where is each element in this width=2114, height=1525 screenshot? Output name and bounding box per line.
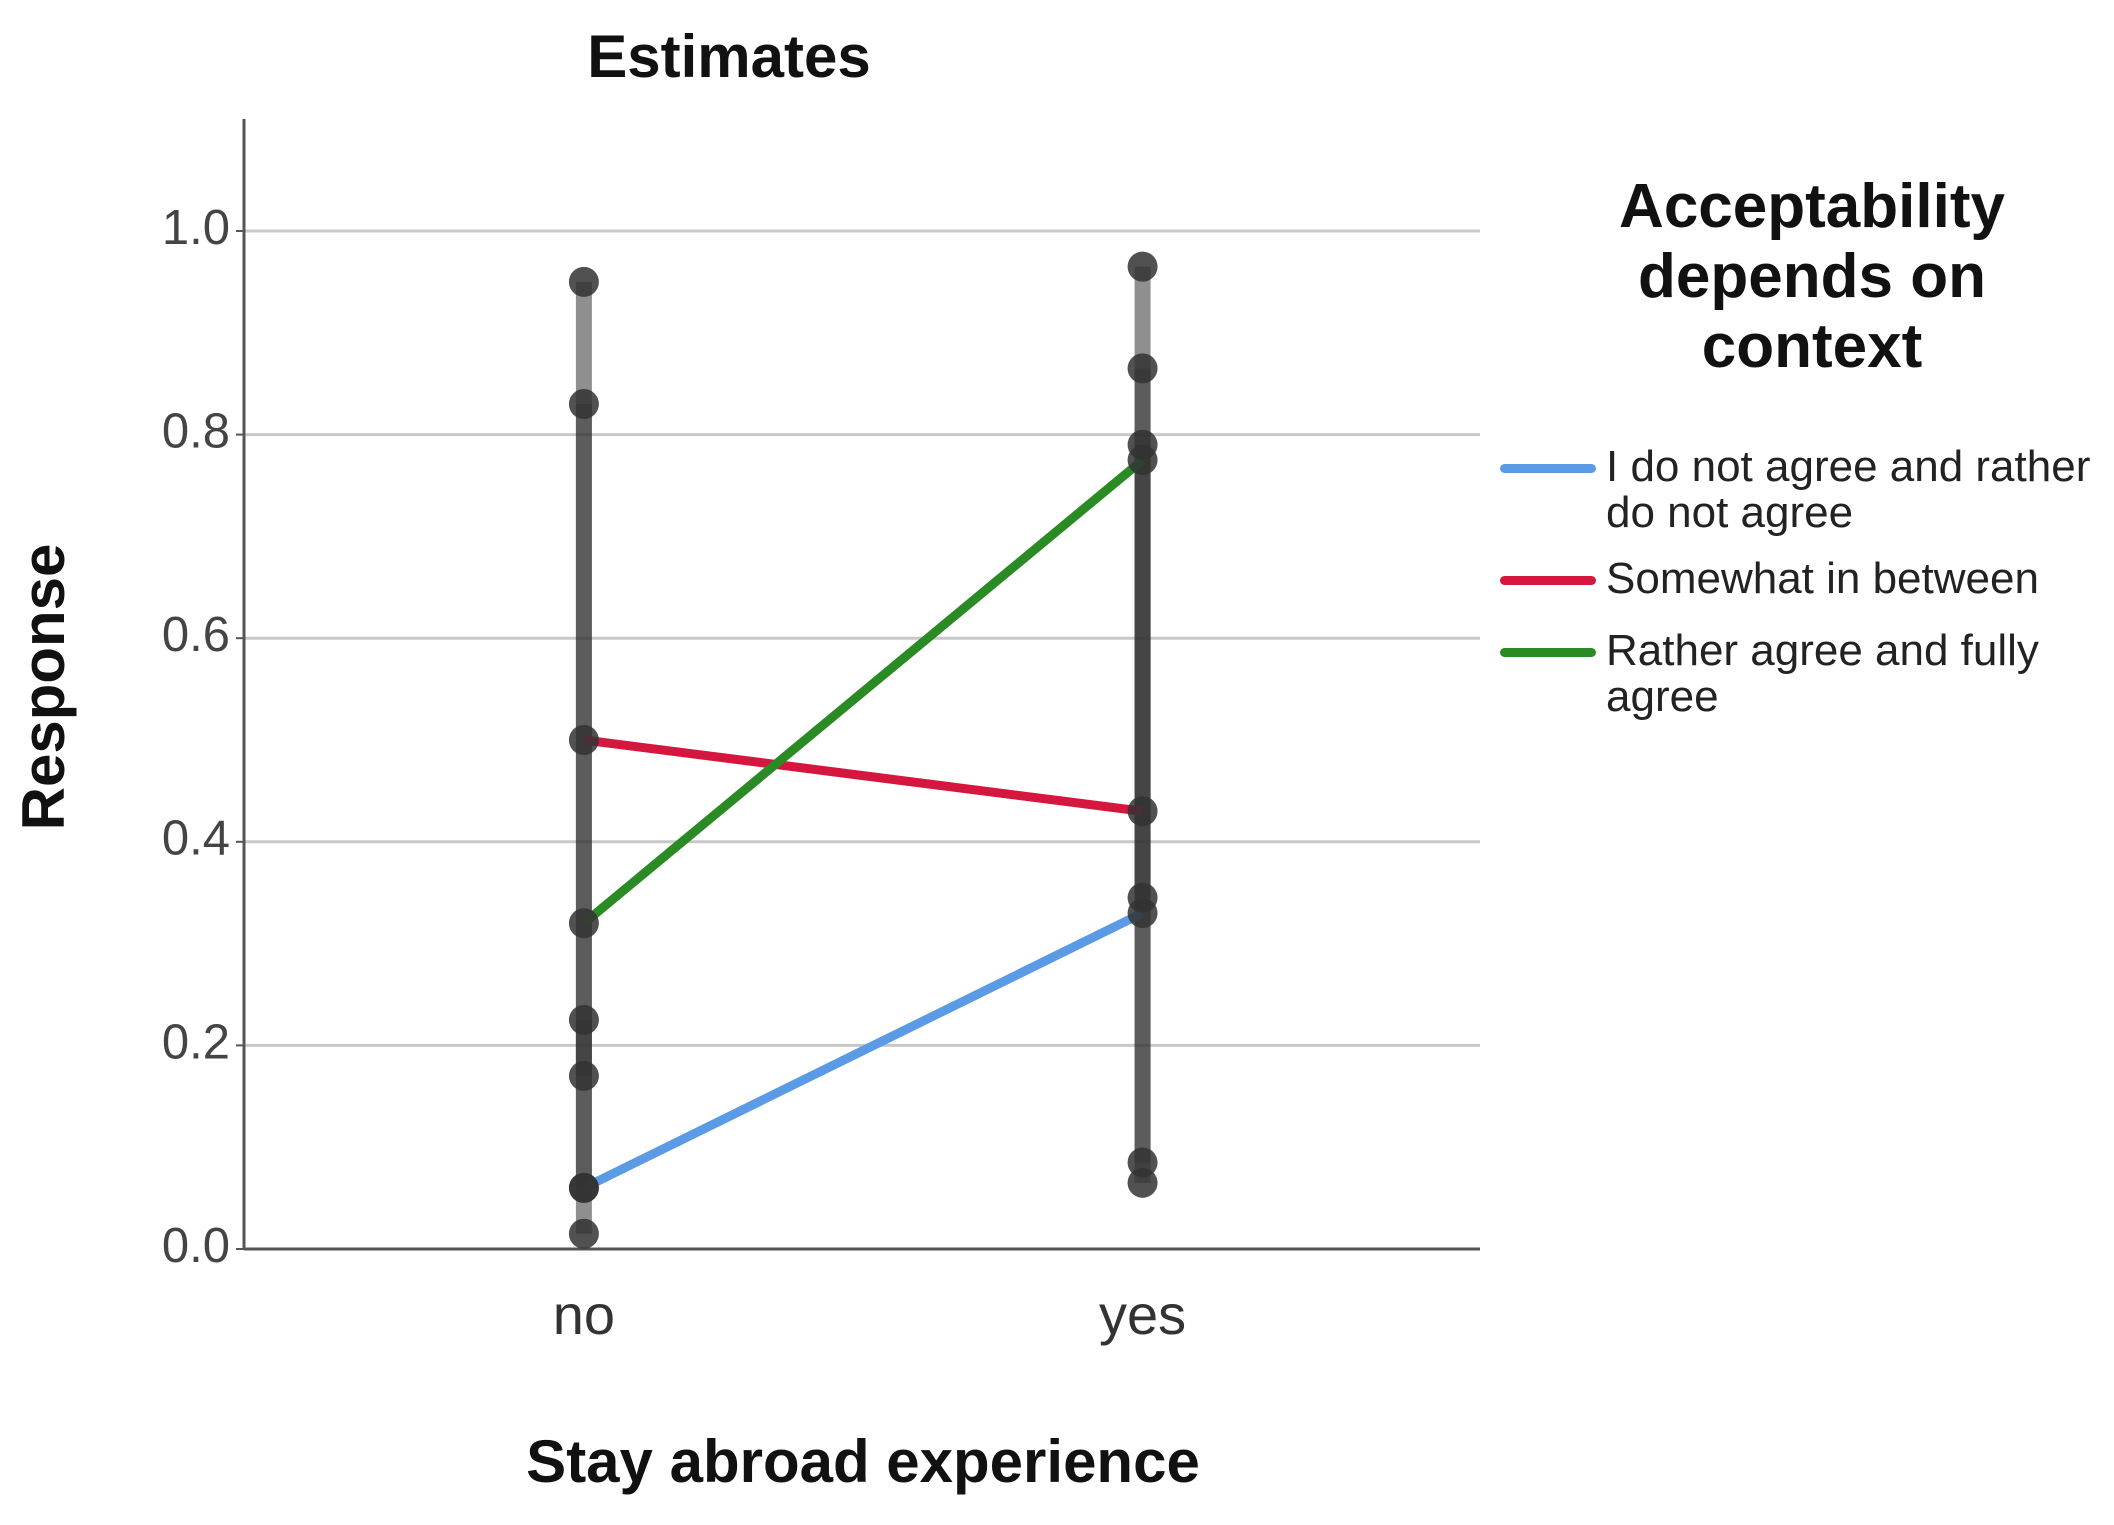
- error-bar-end: [1127, 1167, 1158, 1198]
- error-bar-end: [568, 266, 599, 297]
- legend-entry: I do not agree and rather do not agree: [1500, 444, 2110, 536]
- y-tick-label: 0.4: [162, 812, 230, 866]
- y-axis-label: Response: [10, 544, 77, 831]
- legend-label: Somewhat in between: [1606, 554, 2039, 603]
- point: [568, 724, 599, 755]
- legend-label: I do not agree and rather do not agree: [1606, 442, 2091, 537]
- error-bar-end: [1127, 882, 1158, 913]
- error-bar-end: [1127, 251, 1158, 282]
- legend-swatch: [1500, 576, 1596, 585]
- x-tick-label: yes: [1099, 1283, 1186, 1346]
- legend-entry: Somewhat in between: [1500, 556, 2110, 602]
- series-line: [583, 735, 1144, 816]
- legend-swatch: [1500, 648, 1596, 657]
- series-line: [581, 456, 1146, 927]
- error-bar-end: [568, 389, 599, 420]
- x-axis-label: Stay abroad experience: [526, 1428, 1200, 1495]
- point: [1127, 796, 1158, 827]
- error-bar-end: [568, 1060, 599, 1091]
- legend-title: Acceptability depends on context: [1619, 172, 2005, 381]
- legend-label: Rather agree and fully agree: [1606, 626, 2039, 721]
- error-bar-end: [1127, 353, 1158, 384]
- chart-title: Estimates: [587, 23, 870, 90]
- y-tick-label: 1.0: [162, 201, 230, 255]
- legend-swatch: [1500, 464, 1596, 473]
- error-bar-end: [568, 1218, 599, 1249]
- y-tick-label: 0.2: [162, 1015, 230, 1069]
- point: [1127, 445, 1158, 476]
- x-tick-label: no: [553, 1283, 615, 1346]
- legend-entry: Rather agree and fully agree: [1500, 628, 2110, 720]
- point: [568, 908, 599, 939]
- y-tick-label: 0.0: [162, 1219, 230, 1273]
- error-bar-end: [568, 1004, 599, 1035]
- error-bar-end: [568, 1172, 599, 1203]
- series-line: [581, 909, 1145, 1192]
- y-tick-label: 0.8: [162, 405, 230, 459]
- y-tick-label: 0.6: [162, 608, 230, 662]
